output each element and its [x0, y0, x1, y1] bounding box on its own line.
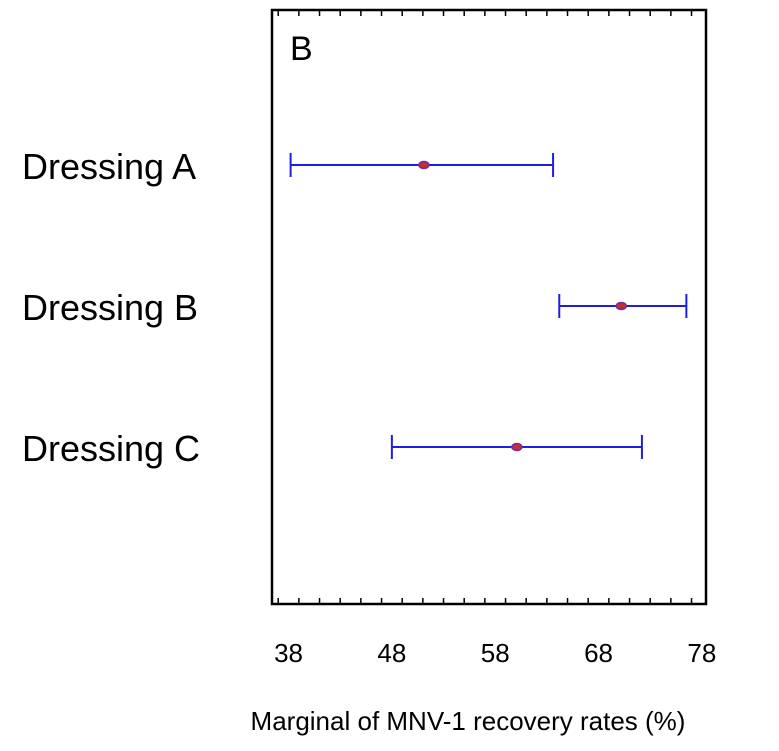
x-tick-label: 78	[687, 638, 716, 668]
mean-marker	[418, 160, 430, 170]
category-label: Dressing A	[22, 146, 196, 187]
mean-marker	[615, 301, 628, 311]
x-tick-label: 48	[377, 638, 406, 668]
mean-marker	[511, 442, 523, 452]
category-label: Dressing B	[22, 287, 198, 328]
tick-marks	[277, 10, 693, 604]
x-tick-label: 38	[274, 638, 303, 668]
tick-labels: 38 48 58 68 78	[274, 638, 716, 668]
category-label: Dressing C	[22, 428, 200, 469]
category-labels: Dressing A Dressing B Dressing C	[22, 146, 200, 469]
plot-frame	[270, 8, 708, 606]
intervals	[289, 153, 688, 459]
x-tick-label: 58	[481, 638, 510, 668]
x-tick-label: 68	[584, 638, 613, 668]
interval-3	[390, 435, 643, 459]
x-axis-label: Marginal of MNV-1 recovery rates (%)	[251, 706, 686, 736]
interval-1	[289, 153, 555, 177]
panel-label: B	[290, 30, 313, 68]
interval-2	[558, 294, 688, 318]
